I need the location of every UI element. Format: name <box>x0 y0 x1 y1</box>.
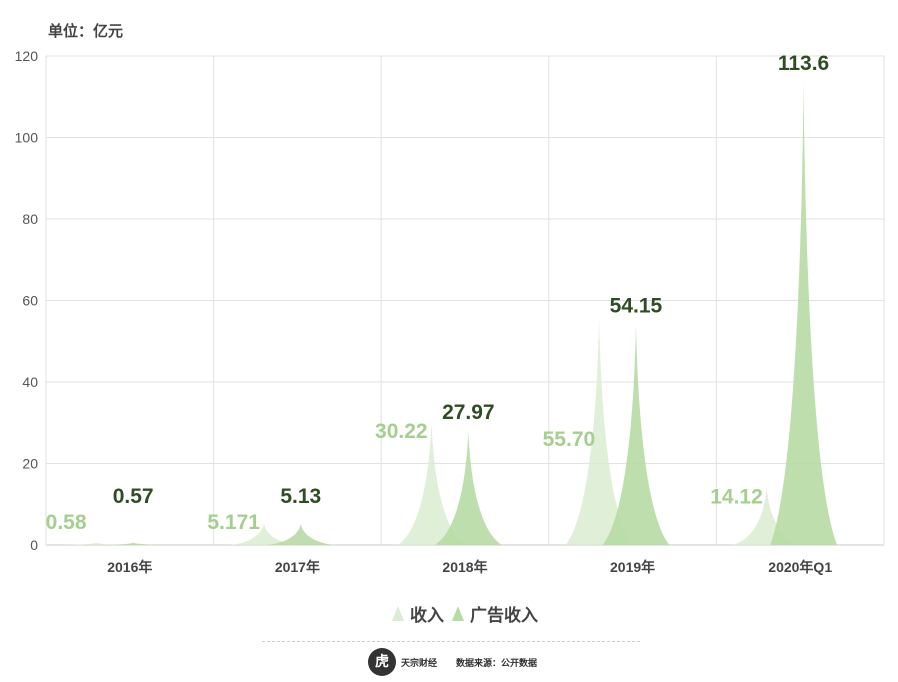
spike-ad-revenue <box>770 82 838 545</box>
data-label: 30.22 <box>375 420 428 443</box>
y-tick-label: 60 <box>22 293 38 309</box>
footer-divider <box>262 641 640 642</box>
spike-revenue <box>565 318 633 545</box>
spike-ad-revenue <box>99 542 167 545</box>
y-tick-label: 0 <box>30 537 38 553</box>
legend-icon-revenue <box>392 606 404 621</box>
data-label: 14.12 <box>710 485 763 508</box>
y-tick-label: 80 <box>22 211 38 227</box>
data-label: 54.15 <box>610 294 663 317</box>
x-tick-label: 2018年 <box>442 559 487 575</box>
legend-label-revenue: 收入 <box>410 605 444 625</box>
data-label: 55.70 <box>543 428 596 451</box>
legend-label-ad-revenue: 广告收入 <box>470 605 538 625</box>
spike-revenue <box>62 542 130 545</box>
spike-ad-revenue <box>267 524 335 545</box>
spike-revenue <box>397 421 465 545</box>
data-label: 0.57 <box>113 485 154 508</box>
y-tick-label: 40 <box>22 374 38 390</box>
x-tick-label: 2019年 <box>610 559 655 575</box>
y-tick-label: 120 <box>15 48 39 64</box>
brand-name: 天宗财经 <box>401 658 438 668</box>
y-axis: 0 20 40 60 80 100 120 <box>15 48 39 553</box>
data-source: 数据来源：公开数据 <box>456 658 538 668</box>
data-label: 0.58 <box>46 511 87 534</box>
data-label: 27.97 <box>442 401 495 424</box>
legend: 收入 广告收入 <box>392 605 538 625</box>
unit-label: 单位：亿元 <box>48 22 123 40</box>
y-tick-label: 20 <box>22 456 38 472</box>
data-label: 5.13 <box>280 485 321 508</box>
x-tick-label: 2020年Q1 <box>768 559 832 575</box>
x-tick-label: 2016年 <box>107 559 152 575</box>
spike-revenue <box>733 487 801 545</box>
grid <box>45 55 885 546</box>
brand-logo: 虎 <box>368 648 396 676</box>
data-label: 5.171 <box>207 511 260 534</box>
data-label: 113.6 <box>778 52 829 75</box>
spike-revenue <box>230 523 298 545</box>
x-axis: 2016年 2017年 2018年 2019年 2020年Q1 <box>107 559 832 575</box>
x-tick-label: 2017年 <box>275 559 320 575</box>
spike-ad-revenue <box>602 324 670 545</box>
legend-icon-ad-revenue <box>452 606 464 621</box>
y-tick-label: 100 <box>15 130 39 146</box>
spike-ad-revenue <box>434 431 502 545</box>
footer: 虎 天宗财经 数据来源：公开数据 <box>0 636 898 682</box>
data-labels: 0.58 5.171 30.22 55.70 14.12 0.57 5.13 27.97 54.… <box>46 52 830 534</box>
chart-marks <box>62 82 838 545</box>
